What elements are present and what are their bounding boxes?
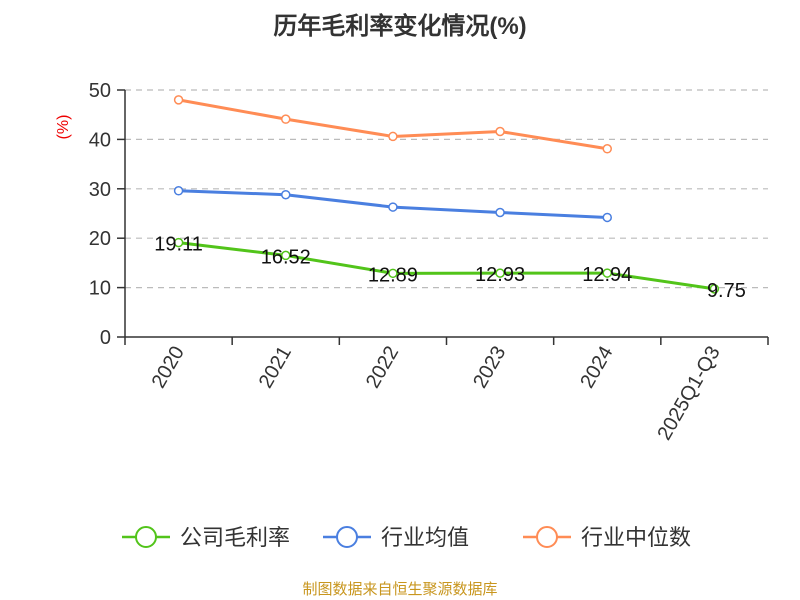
x-tick-label: 2024 xyxy=(576,343,617,393)
data-point xyxy=(602,212,612,223)
legend-label: 行业均值 xyxy=(381,525,469,550)
data-point xyxy=(281,250,291,261)
legend-label: 行业中位数 xyxy=(581,525,691,550)
data-label: 19.11 xyxy=(154,234,203,256)
y-axis-label: (%) xyxy=(55,115,72,140)
y-tick-label: 10 xyxy=(89,278,111,300)
legend-marker xyxy=(536,526,558,548)
data-point xyxy=(709,284,720,294)
series-line xyxy=(178,241,715,291)
x-tick-label: 2023 xyxy=(469,343,510,393)
x-tick-label: 2022 xyxy=(362,343,403,393)
data-point xyxy=(602,268,612,278)
data-point xyxy=(495,268,505,278)
x-tick-label: 2021 xyxy=(255,343,296,393)
source-note: 制图数据来自恒生聚源数据库 xyxy=(302,581,497,598)
y-tick-label: 40 xyxy=(89,129,111,151)
y-tick-label: 30 xyxy=(89,179,111,201)
series-line xyxy=(178,98,608,151)
data-label: 16.52 xyxy=(261,246,311,268)
data-point xyxy=(173,95,184,105)
data-point xyxy=(388,131,398,142)
data-point xyxy=(495,126,505,137)
data-label: 12.89 xyxy=(368,264,418,286)
data-point xyxy=(495,207,505,218)
data-point xyxy=(173,186,184,196)
data-point xyxy=(281,189,291,200)
data-label: 9.75 xyxy=(707,280,746,302)
legend-marker xyxy=(135,526,157,548)
data-point xyxy=(388,268,398,279)
x-tick-label: 2020 xyxy=(148,343,189,393)
legend-label: 公司毛利率 xyxy=(180,525,290,550)
data-point xyxy=(388,202,398,212)
y-tick-label: 0 xyxy=(100,327,111,349)
y-tick-label: 50 xyxy=(89,80,111,102)
data-point xyxy=(173,237,184,248)
y-tick-label: 20 xyxy=(89,228,111,250)
x-tick-label: 2025Q1-Q3 xyxy=(653,343,724,445)
chart-title: 历年毛利率变化情况(%) xyxy=(273,12,526,40)
data-point xyxy=(281,114,291,124)
data-point xyxy=(602,144,612,154)
data-label: 12.94 xyxy=(582,264,632,286)
legend-marker xyxy=(336,526,358,548)
data-label: 12.93 xyxy=(475,264,525,286)
